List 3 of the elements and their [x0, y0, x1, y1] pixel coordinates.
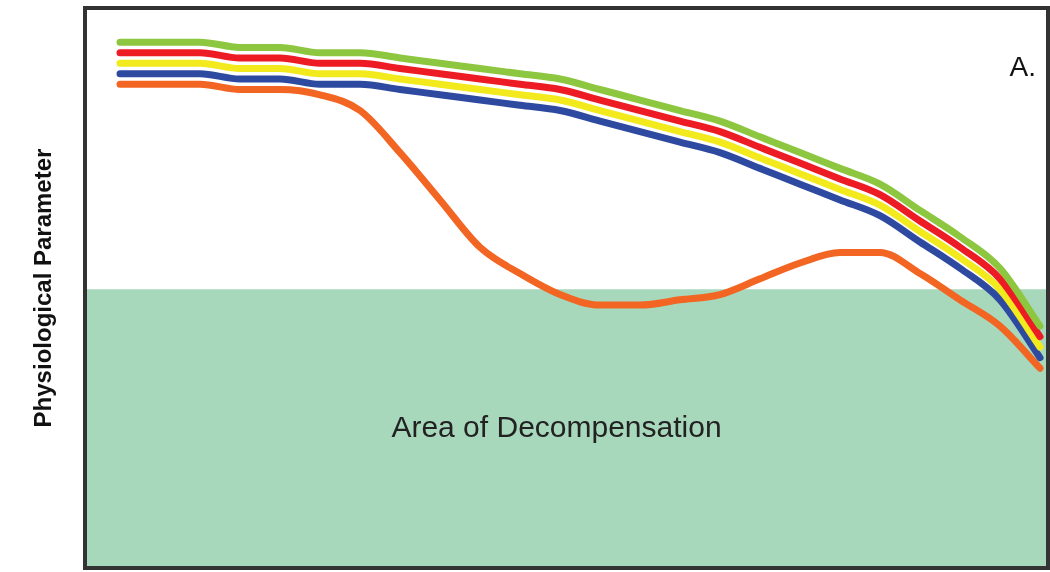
- band-label: Area of Decompensation: [391, 409, 722, 443]
- y-axis-title: Physiological Parameter: [28, 148, 56, 428]
- annotation: A.: [1009, 50, 1036, 82]
